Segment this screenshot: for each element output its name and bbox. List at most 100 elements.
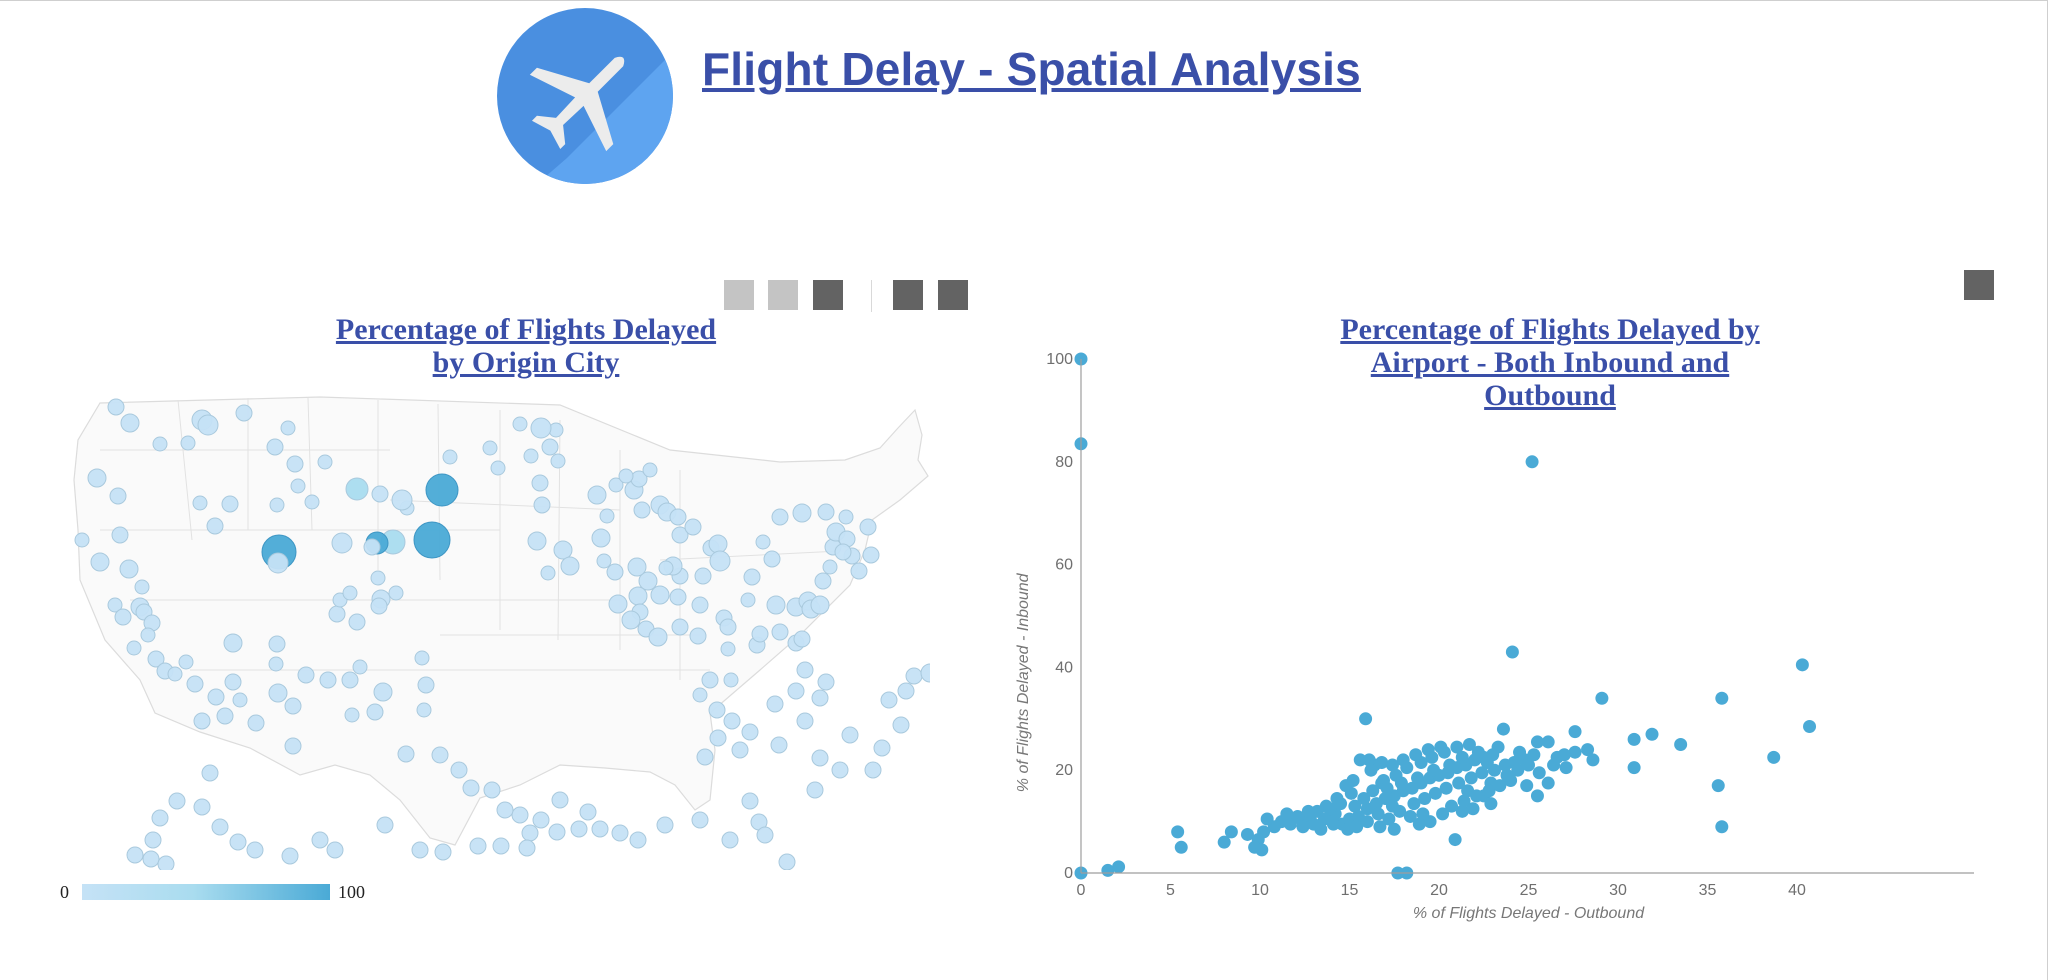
- scatter-point[interactable]: [1466, 802, 1480, 816]
- scatter-point[interactable]: [1174, 840, 1188, 854]
- city-bubble[interactable]: [107, 597, 123, 613]
- city-bubble[interactable]: [838, 509, 854, 525]
- scatter-point[interactable]: [1341, 822, 1355, 836]
- city-bubble[interactable]: [152, 436, 168, 452]
- city-bubble[interactable]: [793, 630, 811, 648]
- city-bubble[interactable]: [897, 682, 915, 700]
- city-bubble[interactable]: [551, 791, 569, 809]
- scatter-point[interactable]: [1375, 755, 1389, 769]
- city-bubble[interactable]: [434, 843, 452, 861]
- scatter-point[interactable]: [1301, 804, 1315, 818]
- scatter-point[interactable]: [1475, 766, 1489, 780]
- city-bubble[interactable]: [627, 557, 647, 577]
- city-bubble[interactable]: [518, 839, 536, 857]
- city-bubble[interactable]: [211, 818, 229, 836]
- city-bubble[interactable]: [370, 597, 388, 615]
- scatter-point[interactable]: [1364, 763, 1378, 777]
- scatter-point[interactable]: [1421, 743, 1435, 757]
- city-bubble[interactable]: [533, 496, 551, 514]
- city-bubble[interactable]: [560, 556, 580, 576]
- city-bubble[interactable]: [74, 532, 90, 548]
- city-bubble[interactable]: [388, 585, 404, 601]
- scatter-point[interactable]: [1373, 820, 1387, 834]
- city-bubble[interactable]: [806, 781, 824, 799]
- city-bubble[interactable]: [107, 398, 125, 416]
- city-bubble[interactable]: [587, 485, 607, 505]
- scatter-point[interactable]: [1393, 804, 1407, 818]
- city-bubble[interactable]: [841, 726, 859, 744]
- scatter-point[interactable]: [1240, 827, 1254, 841]
- scatter-point[interactable]: [1627, 732, 1641, 746]
- city-bubble[interactable]: [344, 707, 360, 723]
- city-bubble[interactable]: [201, 764, 219, 782]
- city-bubble[interactable]: [611, 824, 629, 842]
- city-bubble[interactable]: [905, 667, 923, 685]
- scatter-point[interactable]: [1595, 691, 1609, 705]
- city-bubble[interactable]: [511, 806, 529, 824]
- city-bubble[interactable]: [541, 438, 559, 456]
- scatter-point[interactable]: [1291, 809, 1305, 823]
- city-bubble[interactable]: [642, 462, 658, 478]
- city-bubble[interactable]: [373, 682, 393, 702]
- scatter-point[interactable]: [1586, 753, 1600, 767]
- city-bubble[interactable]: [766, 595, 786, 615]
- city-bubble[interactable]: [284, 737, 302, 755]
- scatter-point[interactable]: [1645, 727, 1659, 741]
- city-bubble[interactable]: [691, 811, 709, 829]
- city-bubble[interactable]: [792, 503, 812, 523]
- scatter-point[interactable]: [1280, 807, 1294, 821]
- city-bubble[interactable]: [656, 816, 674, 834]
- city-bubble[interactable]: [548, 823, 566, 841]
- city-bubble[interactable]: [628, 586, 648, 606]
- city-bubble[interactable]: [140, 627, 156, 643]
- scatter-point[interactable]: [1568, 725, 1582, 739]
- city-bubble[interactable]: [787, 682, 805, 700]
- scatter-point[interactable]: [1412, 817, 1426, 831]
- city-bubble[interactable]: [411, 841, 429, 859]
- scatter-point[interactable]: [1255, 843, 1269, 857]
- city-bubble[interactable]: [756, 826, 774, 844]
- city-bubble[interactable]: [193, 712, 211, 730]
- city-bubble[interactable]: [723, 672, 739, 688]
- scatter-point[interactable]: [1436, 807, 1450, 821]
- scatter-point[interactable]: [1493, 779, 1507, 793]
- scatter-point[interactable]: [1627, 761, 1641, 775]
- city-bubble[interactable]: [229, 833, 247, 851]
- city-bubble[interactable]: [342, 585, 358, 601]
- city-bubble[interactable]: [206, 517, 224, 535]
- city-bubble[interactable]: [621, 610, 641, 630]
- scatter-point[interactable]: [1428, 786, 1442, 800]
- city-bubble[interactable]: [193, 798, 211, 816]
- scatter-point[interactable]: [1457, 794, 1471, 808]
- city-bubble[interactable]: [669, 508, 687, 526]
- city-bubble[interactable]: [892, 716, 910, 734]
- scatter-point[interactable]: [1385, 758, 1399, 772]
- city-bubble[interactable]: [247, 714, 265, 732]
- city-bubble[interactable]: [709, 729, 727, 747]
- city-bubble[interactable]: [553, 540, 573, 560]
- city-bubble[interactable]: [286, 455, 304, 473]
- city-bubble[interactable]: [232, 692, 248, 708]
- city-bubble[interactable]: [370, 570, 386, 586]
- city-bubble[interactable]: [192, 495, 208, 511]
- city-bubble[interactable]: [496, 801, 514, 819]
- city-bubble[interactable]: [719, 618, 737, 636]
- city-bubble[interactable]: [811, 689, 829, 707]
- city-bubble[interactable]: [319, 671, 337, 689]
- scatter-point[interactable]: [1443, 758, 1457, 772]
- city-bubble[interactable]: [658, 560, 674, 576]
- scatter-point[interactable]: [1464, 771, 1478, 785]
- city-bubble[interactable]: [492, 837, 510, 855]
- city-bubble[interactable]: [120, 413, 140, 433]
- scatter-point[interactable]: [1396, 753, 1410, 767]
- city-bubble[interactable]: [416, 702, 432, 718]
- city-bubble[interactable]: [297, 666, 315, 684]
- city-bubble[interactable]: [186, 675, 204, 693]
- scatter-point[interactable]: [1427, 763, 1441, 777]
- city-bubble[interactable]: [527, 531, 547, 551]
- city-bubble[interactable]: [751, 625, 769, 643]
- scatter-point[interactable]: [1530, 789, 1544, 803]
- scatter-point[interactable]: [1795, 658, 1809, 672]
- city-bubble[interactable]: [873, 739, 891, 757]
- scatter-point[interactable]: [1353, 753, 1367, 767]
